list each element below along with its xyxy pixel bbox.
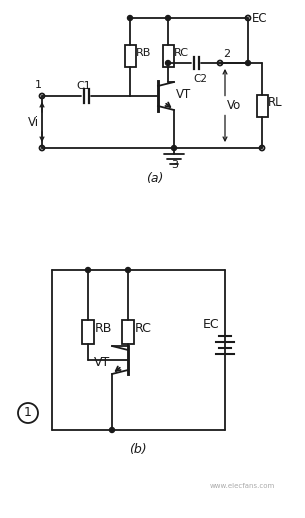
Text: C2: C2 (193, 74, 207, 84)
Bar (257, 94, 267, 117)
Text: RC: RC (135, 322, 152, 335)
Text: RC: RC (174, 48, 189, 58)
Text: RL: RL (268, 96, 283, 109)
Circle shape (125, 267, 131, 272)
Bar (122, 320, 134, 344)
Circle shape (85, 267, 91, 272)
Circle shape (109, 427, 114, 433)
Circle shape (260, 146, 264, 151)
Text: 3: 3 (171, 160, 178, 170)
Circle shape (217, 61, 223, 65)
Bar (124, 45, 135, 67)
Circle shape (40, 146, 45, 151)
Text: RB: RB (95, 322, 112, 335)
Circle shape (40, 94, 45, 98)
Circle shape (127, 16, 132, 21)
Circle shape (166, 16, 170, 21)
Text: (a): (a) (146, 171, 164, 184)
Text: RB: RB (136, 48, 151, 58)
Text: 1: 1 (24, 407, 32, 420)
Text: VT: VT (94, 355, 110, 368)
Circle shape (246, 61, 250, 65)
Circle shape (246, 16, 250, 21)
Text: C1: C1 (77, 81, 92, 91)
Text: (b): (b) (129, 443, 147, 456)
Text: EC: EC (252, 11, 267, 24)
Text: VT: VT (176, 88, 191, 100)
Bar (82, 320, 94, 344)
Text: 2: 2 (223, 49, 230, 59)
Text: EC: EC (203, 318, 219, 331)
Text: Vo: Vo (227, 99, 241, 112)
Bar (163, 45, 174, 67)
Text: www.elecfans.com: www.elecfans.com (209, 483, 274, 489)
Text: 1: 1 (34, 80, 41, 90)
Text: Vi: Vi (28, 116, 39, 128)
Circle shape (171, 146, 177, 151)
Circle shape (166, 61, 170, 65)
